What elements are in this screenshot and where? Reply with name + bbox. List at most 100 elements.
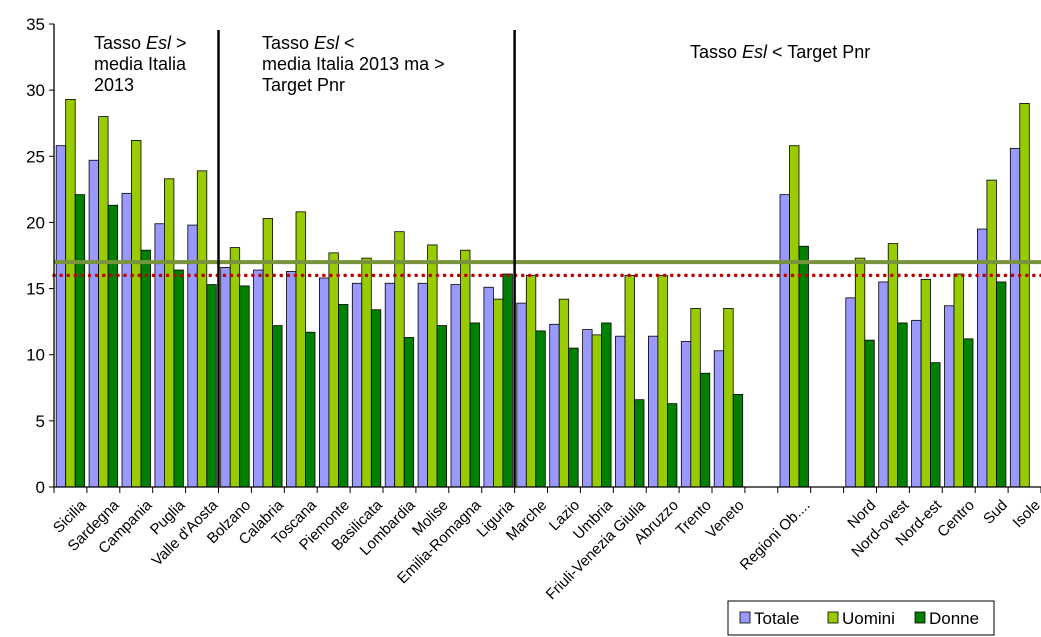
bar-uomini-piemonte	[328, 252, 339, 488]
bar-uomini-lombardia	[394, 231, 405, 488]
bar-uomini-trento	[690, 308, 701, 488]
bar-totale-lombardia	[384, 282, 396, 488]
bar-totale-sardegna	[88, 159, 99, 488]
bar-uomini-umbria	[591, 334, 602, 488]
bar-totale-toscana	[286, 270, 297, 488]
bar-totale-centro	[944, 305, 955, 488]
bar-totale-abruzzo	[648, 335, 659, 488]
bar-uomini-friuli-venezia-giulia	[624, 274, 635, 488]
bar-uomini-puglia	[163, 178, 175, 488]
bar-donne-sicilia	[74, 194, 86, 488]
bar-uomini-molise	[427, 244, 438, 488]
annotation-line: Tasso Esl <	[262, 33, 355, 53]
bar-uomini-calabria	[262, 218, 274, 488]
legend-label-totale: Totale	[754, 609, 799, 628]
annotation-text: media Italia 2013 ma >	[262, 54, 445, 74]
bar-uomini-lazio	[558, 298, 570, 488]
bar-uomini-marche	[525, 274, 537, 488]
y-tick-label: 15	[26, 280, 45, 299]
annotation-text: <	[339, 33, 355, 53]
legend-box	[727, 600, 995, 636]
legend-swatch-uomini	[827, 611, 839, 624]
bar-donne-bolzano	[239, 285, 250, 488]
legend-swatch-donne	[914, 611, 926, 624]
annotation-text: Tasso	[94, 33, 146, 53]
bar-totale-sicilia	[55, 145, 67, 488]
bar-totale-piemonte	[318, 277, 330, 488]
bar-donne-regioni-ob	[798, 245, 809, 488]
bar-totale-campania	[121, 192, 132, 488]
bar-totale-basilicata	[351, 282, 363, 488]
annotation-3: Tasso Esl < Target Pnr	[690, 42, 870, 62]
bar-totale-calabria	[253, 269, 264, 488]
annotation-line: 2013	[94, 75, 134, 95]
bar-donne-piemonte	[337, 304, 349, 488]
y-axis-ticks: 0 5 10 15 20 25 30 35	[26, 15, 54, 497]
bar-donne-friuli-venezia-giulia	[634, 399, 645, 488]
bar-donne-molise	[436, 325, 448, 488]
bar-totale-lazio	[549, 323, 560, 488]
bar-donne-puglia	[173, 269, 184, 488]
bar-uomini-valle-d-aosta	[196, 170, 208, 488]
bar-donne-sardegna	[107, 204, 118, 488]
group-separators	[217, 30, 516, 487]
bar-totale-marche	[516, 302, 527, 488]
bar-uomini-sardegna	[98, 116, 109, 488]
y-tick-label: 10	[26, 346, 45, 365]
bar-totale-nord-est	[911, 319, 922, 488]
annotation-text: 2013	[94, 75, 134, 95]
bar-totale-trento	[680, 341, 692, 488]
annotation-line: Tasso Esl < Target Pnr	[690, 42, 870, 62]
bar-uomini-campania	[131, 140, 142, 488]
x-label-sud: Sud	[980, 497, 1011, 528]
bar-uomini-abruzzo	[657, 274, 668, 488]
annotation-text: >	[171, 33, 187, 53]
bar-uomini-sicilia	[65, 99, 76, 488]
annotation-text: media Italia	[94, 54, 187, 74]
bar-totale-regioni-ob	[779, 194, 790, 488]
bar-donne-calabria	[272, 325, 283, 488]
bars-group	[55, 99, 1030, 488]
bar-totale-nord-ovest	[878, 281, 889, 488]
annotation-text: Tasso	[262, 33, 314, 53]
bar-uomini-toscana	[295, 211, 306, 488]
annotation-line: Tasso Esl >	[94, 33, 187, 53]
bar-totale-umbria	[582, 329, 593, 488]
bar-uomini-liguria	[492, 298, 504, 488]
y-tick-label: 20	[26, 213, 45, 232]
bar-donne-abruzzo	[667, 403, 678, 488]
annotation-line: media Italia 2013 ma >	[262, 54, 445, 74]
y-tick-label: 0	[36, 478, 45, 497]
annotation-line: media Italia	[94, 54, 187, 74]
bar-uomini-bolzano	[229, 247, 241, 488]
annotation-text: Tasso	[690, 42, 742, 62]
annotation-line: Target Pnr	[262, 75, 345, 95]
bar-donne-valle-d-aosta	[206, 284, 217, 488]
bar-uomini-emilia-romagna	[460, 249, 471, 488]
bar-uomini-veneto	[723, 308, 734, 488]
bar-uomini-nord-ovest	[887, 243, 899, 488]
bar-totale-veneto	[713, 350, 725, 488]
bar-donne-campania	[140, 249, 151, 488]
bar-totale-friuli-venezia-giulia	[615, 335, 626, 488]
y-tick-label: 35	[26, 15, 45, 34]
axes	[53, 24, 1041, 493]
bar-donne-sud	[996, 281, 1007, 488]
bar-uomini-isole	[1019, 102, 1030, 488]
bar-totale-nord	[845, 297, 856, 488]
bar-donne-liguria	[502, 273, 513, 488]
bar-uomini-centro	[953, 273, 964, 488]
bar-donne-nord	[864, 339, 875, 488]
bar-totale-liguria	[483, 286, 494, 488]
bar-uomini-nord	[854, 257, 866, 488]
bar-donne-lombardia	[403, 337, 415, 488]
bar-donne-basilicata	[370, 309, 382, 488]
y-tick-label: 30	[26, 81, 45, 100]
bar-totale-sud	[977, 228, 988, 488]
bar-uomini-nord-est	[920, 278, 931, 488]
bar-totale-bolzano	[220, 267, 231, 488]
bar-donne-toscana	[305, 331, 316, 488]
